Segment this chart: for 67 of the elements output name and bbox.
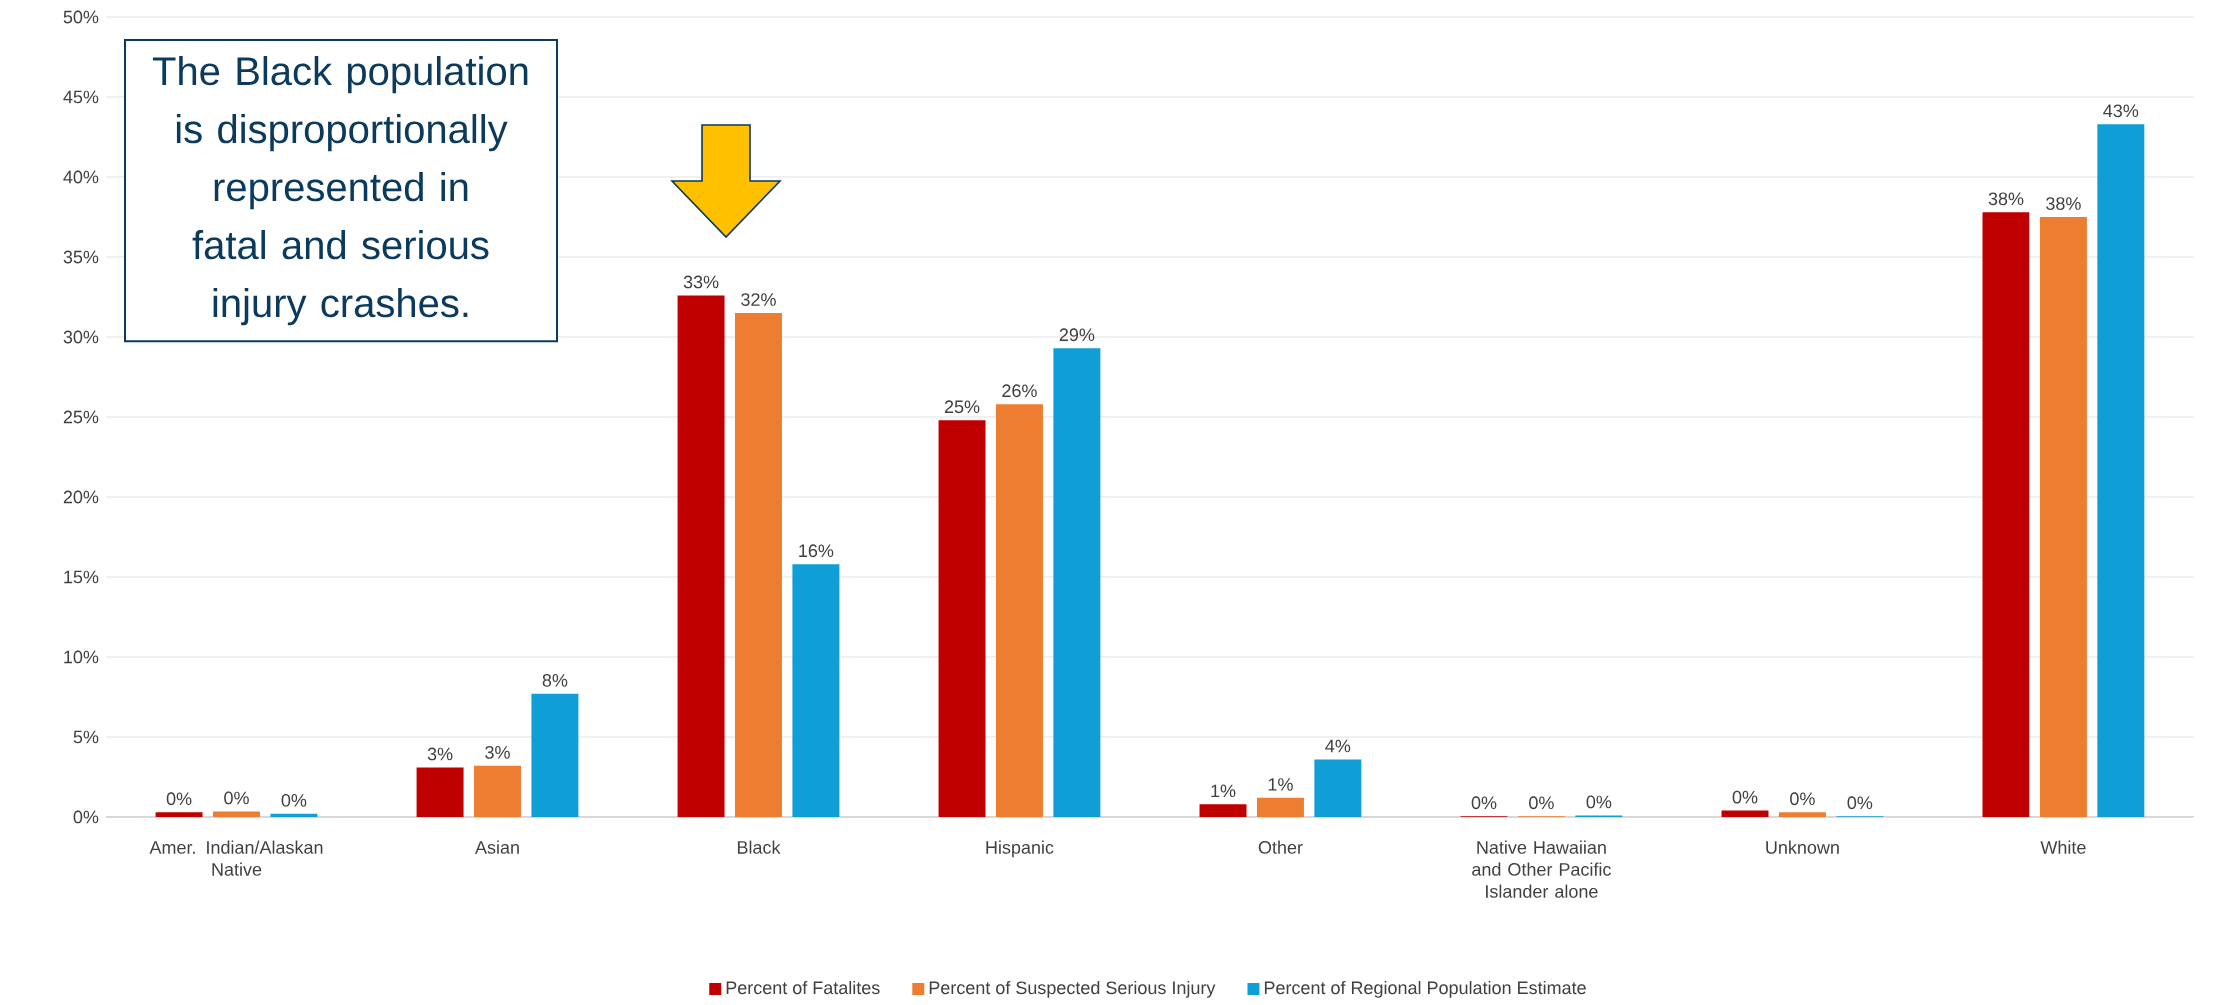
x-tick-label: Native Hawaiian and Other Pacific Islander alone — [1472, 840, 1611, 898]
data-label: 0% — [1529, 796, 1554, 810]
data-label: 0% — [166, 792, 192, 806]
data-label: 0% — [1732, 790, 1758, 804]
x-tick-label: Hispanic — [986, 840, 1054, 858]
bar — [792, 564, 840, 817]
bar — [1778, 812, 1826, 817]
bar — [938, 420, 986, 817]
data-label: 1% — [1268, 778, 1293, 791]
data-label: 0% — [281, 793, 307, 807]
data-label: 26% — [1002, 384, 1037, 398]
data-label: 0% — [1586, 795, 1612, 809]
data-label: 29% — [1059, 328, 1095, 342]
legend-label: Percent of Regional Population Estimate — [1264, 980, 1586, 998]
data-label: 4% — [1325, 739, 1351, 753]
legend-label: Percent of Suspected Serious Injury — [929, 980, 1216, 998]
bar — [474, 765, 521, 817]
bar — [213, 811, 260, 817]
x-tick-label: Amer. Indian/Alaskan Native — [149, 840, 323, 876]
y-tick-label: 40% — [63, 170, 99, 184]
bar — [2097, 124, 2145, 817]
x-tick-label: Unknown — [1766, 840, 1839, 854]
bar — [1982, 212, 2030, 817]
bar — [2039, 217, 2087, 817]
data-label: 32% — [741, 293, 776, 306]
data-label: 1% — [1211, 784, 1236, 798]
y-tick-label: 50% — [63, 10, 99, 24]
data-label: 0% — [224, 791, 249, 805]
data-label: 38% — [1988, 192, 2024, 206]
data-label: 33% — [683, 275, 719, 289]
y-tick-label: 10% — [64, 650, 99, 664]
bar — [531, 693, 579, 817]
y-tick-label: 0% — [73, 810, 99, 824]
bar — [1721, 810, 1769, 817]
data-label: 3% — [485, 745, 510, 759]
bar — [1053, 348, 1101, 817]
data-label: 0% — [1471, 796, 1497, 810]
data-label: 16% — [799, 544, 834, 558]
annotation: The Black population is disproportionally represented in fatal and serious injury crashes. — [152, 55, 528, 326]
y-tick-label: 5% — [73, 730, 99, 744]
x-tick-label: Black — [737, 840, 781, 854]
bar — [734, 312, 782, 817]
y-tick-label: 25% — [63, 410, 99, 424]
bar — [1256, 797, 1304, 817]
y-tick-label: 30% — [63, 330, 99, 344]
data-label: 3% — [427, 747, 453, 761]
data-label: 25% — [944, 400, 980, 414]
x-tick-label: Other — [1258, 840, 1303, 854]
data-label: 43% — [2103, 104, 2139, 118]
y-tick-label: 45% — [63, 90, 99, 104]
legend-label: Percent of Fatalites — [726, 980, 880, 995]
bar — [1314, 759, 1362, 817]
bar — [416, 767, 464, 817]
data-label: 0% — [1790, 792, 1815, 806]
y-tick-label: 15% — [64, 570, 99, 584]
bar — [677, 295, 725, 817]
data-label: 8% — [542, 673, 568, 687]
y-tick-label: 20% — [63, 490, 99, 504]
bar — [270, 813, 318, 817]
y-tick-label: 35% — [63, 250, 99, 264]
data-label: 0% — [1847, 796, 1873, 810]
x-tick-label: White — [2040, 840, 2086, 854]
data-label: 38% — [2046, 197, 2081, 210]
bar — [995, 404, 1043, 817]
bar — [1199, 804, 1247, 817]
bar — [155, 812, 203, 817]
x-tick-label: Asian — [475, 840, 519, 854]
